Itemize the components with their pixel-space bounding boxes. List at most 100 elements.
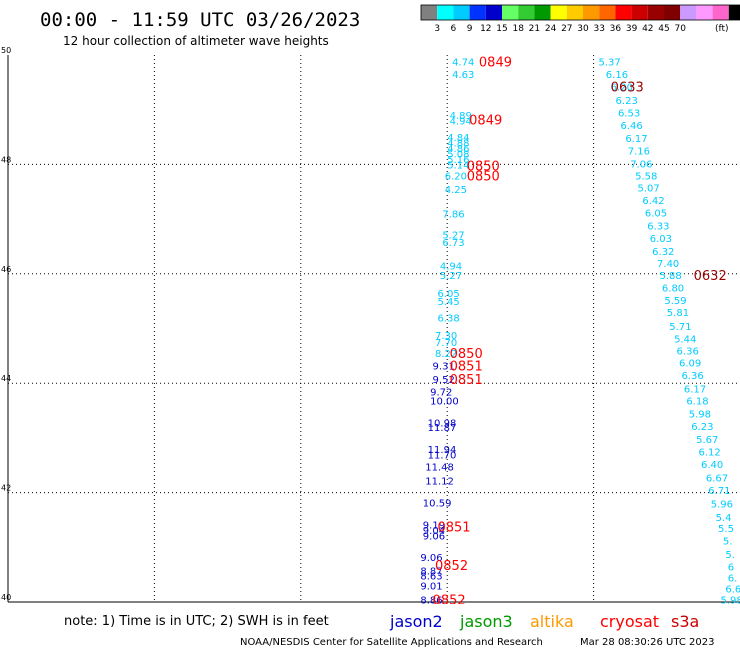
wave-height-label: 9.31 (433, 362, 455, 373)
satellite-legend: jason2 jason3 altika cryosat s3a (389, 612, 699, 631)
wave-height-label: 7.70 (435, 338, 457, 349)
colorbar-swatch (421, 5, 438, 20)
footer-timestamp: Mar 28 08:30:26 UTC 2023 (580, 637, 715, 648)
wave-height-label: 9.52 (433, 375, 455, 386)
footer-note: note: 1) Time is in UTC; 2) SWH is in fe… (64, 614, 329, 629)
colorbar-tick-label: 27 (561, 24, 572, 34)
wave-height-label: 8.22 (435, 349, 457, 360)
wave-height-label: 4.94 (450, 117, 472, 128)
colorbar-swatch (615, 5, 632, 20)
wave-height-label: 6.42 (642, 196, 664, 207)
wave-height-label: 5.67 (696, 435, 718, 446)
wave-height-label: 11.70 (428, 450, 457, 461)
colorbar-swatch (550, 5, 567, 20)
wave-height-label: 6.38 (437, 314, 459, 325)
wave-height-label: 5.27 (440, 271, 462, 282)
wave-height-label: 9.72 (430, 387, 452, 398)
colorbar-tick-label: 6 (451, 24, 457, 34)
colorbar-tick-label: 45 (658, 24, 669, 34)
colorbar-tick-label: 36 (610, 24, 622, 34)
pass-time-label: 0633 (611, 81, 644, 96)
wave-height-label: 6.12 (699, 448, 721, 459)
wave-height-label: 10.00 (430, 397, 459, 408)
wave-height-label: 7.16 (628, 147, 650, 158)
pass-time-label: 0851 (437, 521, 470, 536)
wave-height-label: 5.14 (447, 160, 469, 171)
wave-height-label: 4.74 (452, 58, 474, 69)
wave-height-label: 4.94 (440, 262, 462, 273)
wave-height-label: 6.09 (679, 358, 701, 369)
wave-height-label: 6.05 (645, 209, 667, 220)
wave-height-label: 6.40 (701, 460, 723, 471)
colorbar-tick-label: 24 (545, 24, 557, 34)
wave-height-label: 6. (728, 573, 738, 584)
colorbar-swatch (599, 5, 616, 20)
colorbar-tick-label: 15 (496, 24, 507, 34)
wave-height-label: 11.94 (428, 445, 457, 456)
wave-height-label: 9.19 (423, 520, 445, 531)
pass-time-label: 0850 (467, 169, 500, 184)
wave-height-label: 5.4 (716, 513, 732, 524)
wave-height-label: 5.07 (638, 183, 660, 194)
y-tick-label: 42 (1, 484, 11, 493)
y-tick-label: 44 (1, 374, 11, 383)
wave-height-label: 6.23 (616, 96, 638, 107)
colorbar-swatch (518, 5, 535, 20)
pass-time-label: 0849 (469, 114, 502, 129)
wave-height-label: 5.88 (659, 271, 681, 282)
wave-height-label: 6.20 (611, 83, 633, 94)
wave-height-label: 11.48 (425, 462, 454, 473)
wave-height-label: 8.86 (420, 595, 442, 606)
color-scale-bar: 3 6 9 12 15 18 21 24 27 30 33 36 39 42 45 70 (420, 4, 740, 34)
wave-height-label: 6.18 (686, 397, 708, 408)
wave-height-label: 7.30 (435, 331, 457, 342)
wave-height-label: 6.17 (625, 134, 647, 145)
legend-jason3: jason3 (459, 612, 513, 631)
pass-time-label: 0632 (694, 269, 727, 284)
wave-height-label: 5.37 (598, 58, 620, 69)
colorbar-tick-label: 70 (674, 24, 686, 34)
wave-height-label: 6.33 (647, 222, 669, 233)
wave-height-label: 5.71 (669, 322, 691, 333)
wave-height-label: 6 (728, 562, 734, 573)
y-tick-label: 50 (1, 46, 11, 55)
wave-height-label: 6.71 (708, 486, 730, 497)
pass-time-label: 0850 (450, 347, 483, 362)
pass-time-label: 0850 (467, 159, 500, 174)
colorbar-swatch (696, 5, 713, 20)
wave-height-label: 11.87 (428, 423, 457, 434)
wave-height-label: 6.17 (684, 385, 706, 396)
wave-height-label: 9.04 (423, 526, 445, 537)
colorbar-swatch (437, 5, 454, 20)
colorbar-tick-label: 18 (512, 24, 524, 34)
data-labels: 4.744.634.894.944.844.884.865.085.165.14… (420, 56, 740, 609)
wave-height-label: 6.32 (652, 247, 674, 258)
y-tick-label: 40 (1, 593, 11, 602)
wave-height-label: 7.86 (442, 210, 464, 221)
wave-height-label: 5.44 (674, 334, 696, 345)
colorbar-swatch (469, 5, 486, 20)
wave-height-label: 5.16 (447, 155, 469, 166)
wave-height-label: 9.01 (420, 582, 442, 593)
wave-height-label: 6.80 (662, 283, 684, 294)
colorbar-swatch (583, 5, 600, 20)
wave-height-label: 6.73 (442, 238, 464, 249)
colorbar-swatch (647, 5, 664, 20)
colorbar-tick-label: 42 (642, 24, 653, 34)
wave-height-label: 5. (725, 550, 735, 561)
wave-height-label: 6.36 (677, 346, 699, 357)
wave-height-label: 5.81 (667, 308, 689, 319)
wave-height-label: 5.58 (635, 171, 657, 182)
colorbar-swatch (502, 5, 519, 20)
pass-time-label: 0851 (450, 360, 483, 375)
wave-height-label: 5.45 (437, 297, 459, 308)
colorbar-tick-label: 9 (467, 24, 473, 34)
wave-height-label: 4.63 (452, 70, 474, 81)
wave-height-label: 4.88 (447, 139, 469, 150)
pass-time-label: 0852 (435, 559, 468, 574)
wave-height-label: 6.16 (606, 70, 628, 81)
footer-credit: NOAA/NESDIS Center for Satellite Applica… (240, 637, 543, 648)
colorbar-swatch (712, 5, 729, 20)
y-tick-label: 46 (1, 265, 11, 274)
